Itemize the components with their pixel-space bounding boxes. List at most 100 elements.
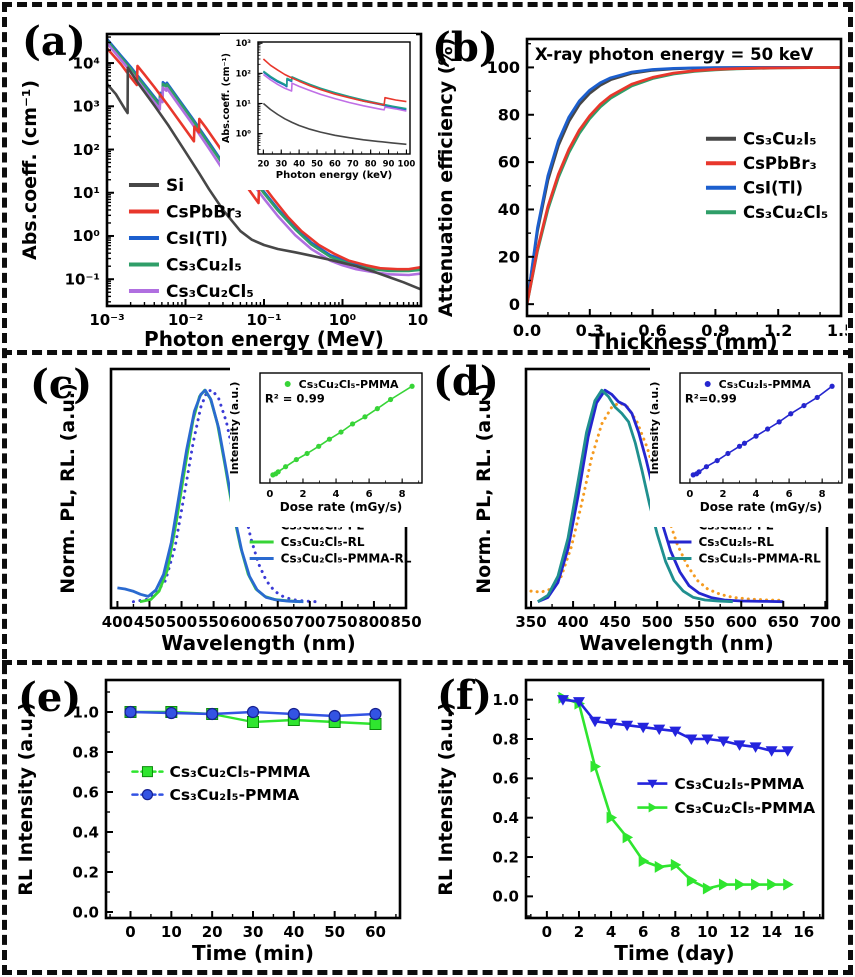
svg-text:16: 16 — [793, 923, 814, 941]
svg-text:650: 650 — [768, 613, 799, 631]
svg-text:Cs₃Cu₂Cl₅: Cs₃Cu₂Cl₅ — [743, 203, 828, 222]
svg-text:Cs₃Cu₂Cl₅: Cs₃Cu₂Cl₅ — [166, 282, 254, 302]
svg-text:0.4: 0.4 — [492, 809, 519, 827]
panel-label-c: (c) — [30, 361, 93, 408]
chart-dose-linearity-i5: 0 2 4 6 8 Dose rate (mGy/s) Intensity (a.u.) Cs… — [648, 367, 850, 527]
svg-text:CsPbBr₃: CsPbBr₃ — [166, 202, 242, 222]
svg-text:0.6: 0.6 — [638, 321, 666, 340]
svg-text:2: 2 — [719, 489, 726, 500]
svg-text:600: 600 — [230, 613, 261, 631]
svg-text:Norm. PL, RL. (a.u.): Norm. PL, RL. (a.u.) — [473, 383, 495, 594]
svg-text:1.0: 1.0 — [72, 703, 99, 721]
svg-text:10: 10 — [697, 923, 718, 941]
svg-text:20: 20 — [202, 923, 223, 941]
svg-text:550: 550 — [684, 613, 715, 631]
svg-text:CsI(Tl): CsI(Tl) — [166, 229, 228, 249]
svg-text:60: 60 — [365, 923, 386, 941]
svg-text:14: 14 — [761, 923, 782, 941]
svg-text:0.2: 0.2 — [72, 863, 99, 881]
svg-text:0: 0 — [266, 489, 273, 500]
svg-text:Cs₃Cu₂I₅-RL: Cs₃Cu₂I₅-RL — [698, 535, 774, 549]
svg-text:30: 30 — [243, 923, 264, 941]
svg-text:10⁰: 10⁰ — [235, 130, 251, 140]
svg-text:100: 100 — [398, 160, 416, 170]
svg-text:0: 0 — [542, 923, 552, 941]
svg-text:2: 2 — [299, 489, 306, 500]
svg-text:8: 8 — [670, 923, 680, 941]
svg-text:Time (day): Time (day) — [614, 941, 734, 965]
svg-text:500: 500 — [642, 613, 673, 631]
svg-text:100: 100 — [487, 58, 520, 77]
svg-text:Photon energy (keV): Photon energy (keV) — [276, 170, 392, 181]
svg-text:6: 6 — [786, 489, 793, 500]
svg-text:0.9: 0.9 — [701, 321, 729, 340]
svg-text:Thickness (mm): Thickness (mm) — [590, 330, 777, 350]
svg-text:Cs₃Cu₂I₅: Cs₃Cu₂I₅ — [743, 129, 817, 148]
panel-label-e: (e) — [18, 674, 82, 721]
svg-text:CsPbBr₃: CsPbBr₃ — [743, 154, 817, 173]
svg-text:4: 4 — [753, 489, 760, 500]
panel-label-a: (a) — [22, 18, 86, 65]
svg-text:800: 800 — [358, 613, 389, 631]
row-bottom: 0 10 20 30 40 50 60 0.0 0.2 0.4 0.6 0.8 1.0 Time (min… — [8, 665, 847, 971]
svg-text:10¹: 10¹ — [235, 99, 251, 109]
svg-text:10⁰: 10⁰ — [73, 227, 100, 245]
svg-text:0.0: 0.0 — [72, 903, 99, 921]
svg-text:Cs₃Cu₂I₅-PMMA: Cs₃Cu₂I₅-PMMA — [674, 775, 804, 793]
row-top: 10⁻³ 10⁻² 10⁻¹ 10⁰ 10¹ 10⁻¹ 10⁰ 10¹ 10² 10³ 10⁴ Pho… — [8, 6, 855, 355]
svg-text:10: 10 — [161, 923, 182, 941]
svg-text:Cs₃Cu₂I₅-PMMA: Cs₃Cu₂I₅-PMMA — [719, 378, 812, 391]
svg-text:Si: Si — [166, 176, 184, 196]
svg-text:R²=0.99: R²=0.99 — [685, 392, 737, 406]
svg-text:0.3: 0.3 — [576, 321, 604, 340]
panel-b: 0.0 0.3 0.6 0.9 1.2 1.5 0 20 40 60 80 100 Thickness … — [428, 6, 855, 355]
svg-text:10¹: 10¹ — [407, 311, 428, 329]
svg-text:Cs₃Cu₂Cl₅-RL: Cs₃Cu₂Cl₅-RL — [281, 535, 365, 549]
svg-text:0.8: 0.8 — [72, 743, 99, 761]
svg-text:0.6: 0.6 — [72, 783, 99, 801]
svg-text:10²: 10² — [235, 69, 251, 79]
svg-text:8: 8 — [399, 489, 406, 500]
svg-text:40: 40 — [498, 200, 520, 219]
svg-text:10¹: 10¹ — [73, 184, 100, 202]
svg-text:20: 20 — [498, 247, 520, 266]
svg-text:CsI(Tl): CsI(Tl) — [743, 178, 803, 197]
svg-text:40: 40 — [283, 923, 304, 941]
svg-text:4: 4 — [333, 489, 340, 500]
svg-text:RL Intensity (a.u.): RL Intensity (a.u.) — [435, 702, 457, 896]
svg-text:10⁴: 10⁴ — [73, 54, 100, 72]
svg-text:8: 8 — [819, 489, 826, 500]
svg-text:RL Intensity (a.u.): RL Intensity (a.u.) — [15, 702, 37, 896]
svg-text:Intensity (a.u.): Intensity (a.u.) — [650, 382, 661, 475]
svg-text:60: 60 — [498, 153, 520, 172]
chart-rl-stability-minutes: 0 10 20 30 40 50 60 0.0 0.2 0.4 0.6 0.8 1.0 Time (min… — [8, 665, 428, 971]
chart-attenuation-efficiency: 0.0 0.3 0.6 0.9 1.2 1.5 0 20 40 60 80 100 Thickness … — [428, 6, 855, 354]
svg-text:Abs.coeff. (cm⁻¹): Abs.coeff. (cm⁻¹) — [19, 80, 41, 260]
svg-text:1.5: 1.5 — [827, 321, 847, 340]
svg-text:10³: 10³ — [235, 39, 251, 49]
svg-text:Intensity (a.u.): Intensity (a.u.) — [230, 382, 241, 475]
svg-text:Cs₃Cu₂I₅: Cs₃Cu₂I₅ — [166, 255, 242, 275]
svg-text:650: 650 — [262, 613, 293, 631]
svg-text:0.0: 0.0 — [513, 321, 541, 340]
svg-text:10²: 10² — [73, 141, 100, 159]
svg-text:50: 50 — [311, 160, 323, 170]
row-separator-1 — [2, 350, 853, 355]
svg-text:700: 700 — [294, 613, 325, 631]
svg-text:400: 400 — [102, 613, 133, 631]
panel-e: 0 10 20 30 40 50 60 0.0 0.2 0.4 0.6 0.8 1.0 Time (min… — [8, 665, 428, 971]
svg-text:10⁰: 10⁰ — [329, 311, 356, 329]
svg-text:0: 0 — [686, 489, 693, 500]
svg-text:Dose rate (mGy/s): Dose rate (mGy/s) — [280, 500, 402, 514]
panel-label-f: (f) — [437, 672, 493, 719]
svg-text:30: 30 — [275, 160, 287, 170]
svg-text:400: 400 — [557, 613, 588, 631]
svg-text:10⁻¹: 10⁻¹ — [246, 311, 281, 329]
svg-text:Cs₃Cu₂I₅-PMMA: Cs₃Cu₂I₅-PMMA — [169, 786, 299, 804]
svg-text:450: 450 — [599, 613, 630, 631]
svg-text:12: 12 — [729, 923, 750, 941]
svg-text:R² = 0.99: R² = 0.99 — [265, 392, 325, 406]
svg-text:0.8: 0.8 — [492, 730, 519, 748]
svg-text:350: 350 — [515, 613, 546, 631]
svg-text:Dose rate (mGy/s): Dose rate (mGy/s) — [700, 500, 822, 514]
